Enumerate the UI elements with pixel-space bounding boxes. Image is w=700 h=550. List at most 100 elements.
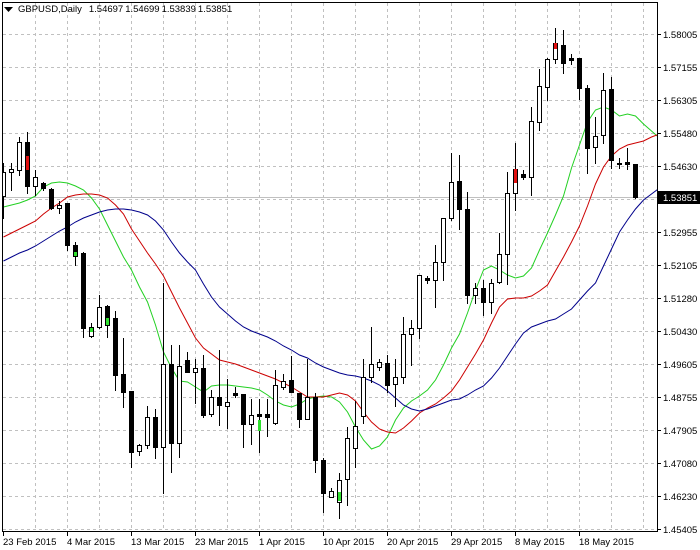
candle bbox=[449, 153, 454, 221]
candle-body-bear bbox=[561, 45, 566, 64]
candle-body-bull bbox=[537, 86, 542, 123]
candle-body-bear bbox=[313, 397, 318, 461]
candle-body-bear bbox=[241, 394, 246, 425]
candle bbox=[457, 155, 462, 230]
candle bbox=[569, 54, 574, 65]
candle bbox=[41, 182, 46, 191]
plot-area[interactable] bbox=[2, 3, 660, 531]
price-axis-label: 1.50430 bbox=[663, 327, 697, 338]
candle bbox=[529, 107, 534, 196]
candle-body-bull bbox=[281, 381, 286, 388]
candle bbox=[633, 164, 638, 199]
candle-body-bear bbox=[185, 360, 190, 373]
candle-body-bear bbox=[289, 380, 294, 393]
candle-body-bull bbox=[145, 417, 150, 446]
candle-body-bull bbox=[449, 182, 454, 219]
candle bbox=[521, 170, 526, 180]
candle bbox=[369, 327, 374, 383]
candle-body-bull bbox=[417, 275, 422, 329]
candle-body-bear bbox=[153, 417, 158, 448]
candle bbox=[49, 188, 54, 210]
red-ma-line bbox=[3, 134, 657, 434]
candle bbox=[137, 444, 142, 456]
candle bbox=[161, 283, 166, 494]
price-axis-label: 1.56305 bbox=[663, 96, 697, 107]
candle bbox=[153, 409, 158, 459]
candle-body-bear bbox=[481, 288, 486, 303]
candle-body-bear bbox=[385, 363, 390, 386]
candle-body-bull bbox=[193, 368, 198, 373]
candle-mark bbox=[338, 492, 341, 501]
candle bbox=[345, 427, 350, 506]
candle-body-bull bbox=[505, 193, 510, 255]
symbol-timeframe-label: GBPUSD,Daily bbox=[18, 3, 82, 15]
candle bbox=[97, 295, 102, 329]
price-axis-label: 1.57155 bbox=[663, 63, 697, 74]
candle bbox=[313, 393, 318, 473]
candle bbox=[65, 203, 70, 251]
high-value: 1.54699 bbox=[125, 3, 160, 15]
candle-body bbox=[617, 163, 622, 165]
time-axis[interactable]: 23 Feb 2015 4 Mar 2015 13 Mar 2015 23 Mar 2… bbox=[3, 532, 634, 548]
time-axis-label: 10 Apr 2015 bbox=[323, 537, 374, 548]
candle-body-bear bbox=[321, 460, 326, 494]
candle bbox=[593, 117, 598, 164]
candle bbox=[249, 399, 254, 445]
candle bbox=[169, 345, 174, 473]
candle-body-bear bbox=[49, 189, 54, 209]
candle bbox=[9, 163, 14, 191]
current-price-tag: 1.53851 bbox=[658, 191, 700, 204]
candle bbox=[289, 356, 294, 393]
candle-body-bull bbox=[3, 172, 6, 197]
price-axis[interactable]: 1.58005 1.57155 1.56305 1.55480 1.54630 1.529… bbox=[658, 30, 700, 536]
candle bbox=[225, 379, 230, 429]
candle-body-bear bbox=[521, 174, 526, 178]
candle-body-bull bbox=[177, 366, 182, 444]
candle-body-bull bbox=[17, 142, 22, 171]
price-axis-label: 1.58005 bbox=[663, 30, 697, 41]
candle-body-bull bbox=[377, 362, 382, 368]
candle-body-bear bbox=[121, 374, 126, 393]
time-axis-label: 8 May 2015 bbox=[515, 537, 565, 548]
candle bbox=[545, 58, 550, 101]
candle-body-bull bbox=[57, 205, 62, 209]
triangle-down-icon[interactable] bbox=[4, 5, 13, 13]
candle bbox=[217, 350, 222, 426]
candle bbox=[409, 320, 414, 366]
candle-body-bear bbox=[105, 306, 110, 326]
candle-body-bear bbox=[41, 183, 46, 189]
candle-body-bull bbox=[33, 177, 38, 187]
candle-mark bbox=[26, 156, 29, 170]
candle-body-bear bbox=[257, 414, 262, 417]
candle-body-bull bbox=[9, 169, 14, 173]
candle bbox=[121, 338, 126, 408]
blue-ma-line bbox=[3, 189, 657, 412]
candle bbox=[273, 370, 278, 425]
candle-body-bear bbox=[233, 393, 238, 396]
candle bbox=[433, 245, 438, 308]
time-axis-label: 18 May 2015 bbox=[579, 537, 634, 548]
candle bbox=[425, 276, 430, 284]
candle-body-bear bbox=[201, 368, 206, 416]
price-axis-label: 1.49605 bbox=[663, 360, 697, 371]
price-axis-label: 1.55480 bbox=[663, 129, 697, 140]
current-price-label: 1.53851 bbox=[663, 193, 697, 204]
time-axis-label: 29 Apr 2015 bbox=[451, 537, 502, 548]
candle-body-bull bbox=[161, 364, 166, 448]
candle-body-bull bbox=[529, 121, 534, 178]
candle-body-bull bbox=[545, 59, 550, 88]
candle bbox=[329, 488, 334, 498]
candle-body-bear bbox=[297, 393, 302, 420]
candle bbox=[113, 311, 118, 391]
candle bbox=[417, 275, 422, 339]
candle bbox=[393, 359, 398, 407]
candle bbox=[625, 148, 630, 170]
candle-body-bull bbox=[409, 328, 414, 335]
candle bbox=[193, 359, 198, 404]
candle bbox=[33, 170, 38, 196]
candle bbox=[377, 359, 382, 371]
time-axis-label: 23 Feb 2015 bbox=[3, 537, 56, 548]
candle bbox=[57, 201, 62, 214]
